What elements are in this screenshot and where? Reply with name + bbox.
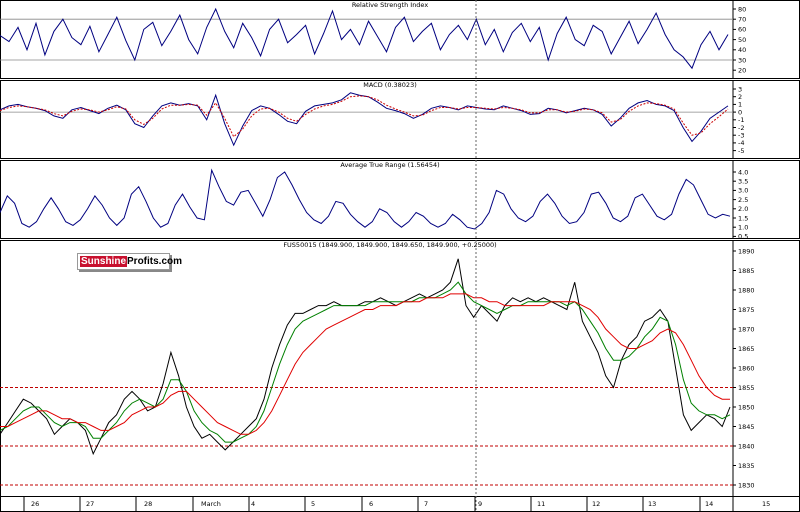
x-axis-label: 4 <box>251 500 255 508</box>
panel-rsi-tick-label: 40 <box>738 46 746 54</box>
logo-part-profits: Profits.com <box>127 256 183 267</box>
x-axis-label: 13 <box>648 500 656 508</box>
x-axis-label: 11 <box>537 500 545 508</box>
panel-rsi-tick-label: 80 <box>738 5 746 13</box>
panel-price-frame <box>0 240 800 497</box>
panel-macd-tick-label: 0 <box>738 108 742 116</box>
panel-price-tick-label: 1865 <box>738 345 755 353</box>
panel-price-tick-label: 1835 <box>738 462 755 470</box>
panel-rsi-frame <box>0 0 800 79</box>
panel-price-tick-label: 1890 <box>738 247 755 255</box>
logo-part-sunshine: Sunshine <box>80 256 128 267</box>
panel-rsi-tick-label: 30 <box>738 56 746 64</box>
panel-price-tick-label: 1885 <box>738 267 755 275</box>
price-line <box>0 258 731 456</box>
panel-rsi-tick-label: 50 <box>738 36 746 44</box>
panel-atr-tick-label: 4.0 <box>738 168 748 176</box>
panel-price-tick-label: 1840 <box>738 442 755 450</box>
x-axis-label: 15 <box>762 500 770 508</box>
panel-price-tick-label: 1845 <box>738 423 755 431</box>
x-axis-label: March <box>201 500 221 508</box>
x-axis-label: 12 <box>592 500 600 508</box>
panel-macd-tick-label: 3 <box>738 85 742 93</box>
panel-atr-tick-label: 3.0 <box>738 187 748 195</box>
panel-rsi-tick-label: 20 <box>738 67 746 75</box>
panel-atr-frame <box>0 160 800 239</box>
panel-macd-tick-label: -5 <box>738 147 744 155</box>
panel-price-tick-label: 1855 <box>738 384 755 392</box>
x-axis-label: 28 <box>144 500 152 508</box>
panel-atr-tick-label: 3.5 <box>738 178 748 186</box>
moving-average-fast-line <box>0 281 731 443</box>
panel-atr-tick-label: 1.0 <box>738 224 748 232</box>
x-axis-label: 5 <box>311 500 315 508</box>
panel-atr-tick-label: 2.5 <box>738 196 748 204</box>
x-axis-label: 7 <box>424 500 428 508</box>
panel-macd-tick-label: -1 <box>738 116 744 124</box>
panel-price-tick-label: 1860 <box>738 364 755 372</box>
x-axis-strip <box>0 496 800 512</box>
x-axis-label: 6 <box>369 500 373 508</box>
panel-macd-frame <box>0 80 800 159</box>
macd-signal-line <box>0 95 729 138</box>
panel-price-tick-label: 1850 <box>738 403 755 411</box>
panel-macd-tick-label: -2 <box>738 124 744 132</box>
rsi-line <box>0 7 729 70</box>
panel-macd-tick-label: -4 <box>738 139 744 147</box>
moving-average-slow-line <box>0 293 730 435</box>
panel-macd-tick-label: -3 <box>738 132 744 140</box>
panel-atr-tick-label: 0.5 <box>738 233 748 241</box>
x-axis-label: 27 <box>86 500 94 508</box>
panel-rsi-tick-label: 70 <box>738 16 746 24</box>
panel-atr-title: Average True Range (1.56454) <box>340 161 439 169</box>
panel-price-title: FUS50015 (1849.900, 1849.900, 1849.650, … <box>283 241 496 249</box>
panel-atr-tick-label: 1.5 <box>738 214 748 222</box>
atr-line <box>0 168 731 230</box>
panel-rsi-tick-label: 60 <box>738 26 746 34</box>
panel-macd-tick-label: 1 <box>738 101 742 109</box>
panel-atr-tick-label: 2.0 <box>738 205 748 213</box>
panel-price-tick-label: 1870 <box>738 325 755 333</box>
panel-macd-title: MACD (0.38023) <box>363 81 417 89</box>
sunshine-profits-logo: SunshineProfits.com <box>77 253 182 270</box>
panel-price-tick-label: 1880 <box>738 286 755 294</box>
panel-rsi-title: Relative Strength Index <box>352 1 429 9</box>
x-axis-label: 14 <box>705 500 713 508</box>
x-axis-label: 26 <box>31 500 39 508</box>
panel-macd-tick-label: 2 <box>738 93 742 101</box>
panel-price-tick-label: 1830 <box>738 481 755 489</box>
x-axis-label: 9 <box>478 500 482 508</box>
panel-price-tick-label: 1875 <box>738 306 755 314</box>
